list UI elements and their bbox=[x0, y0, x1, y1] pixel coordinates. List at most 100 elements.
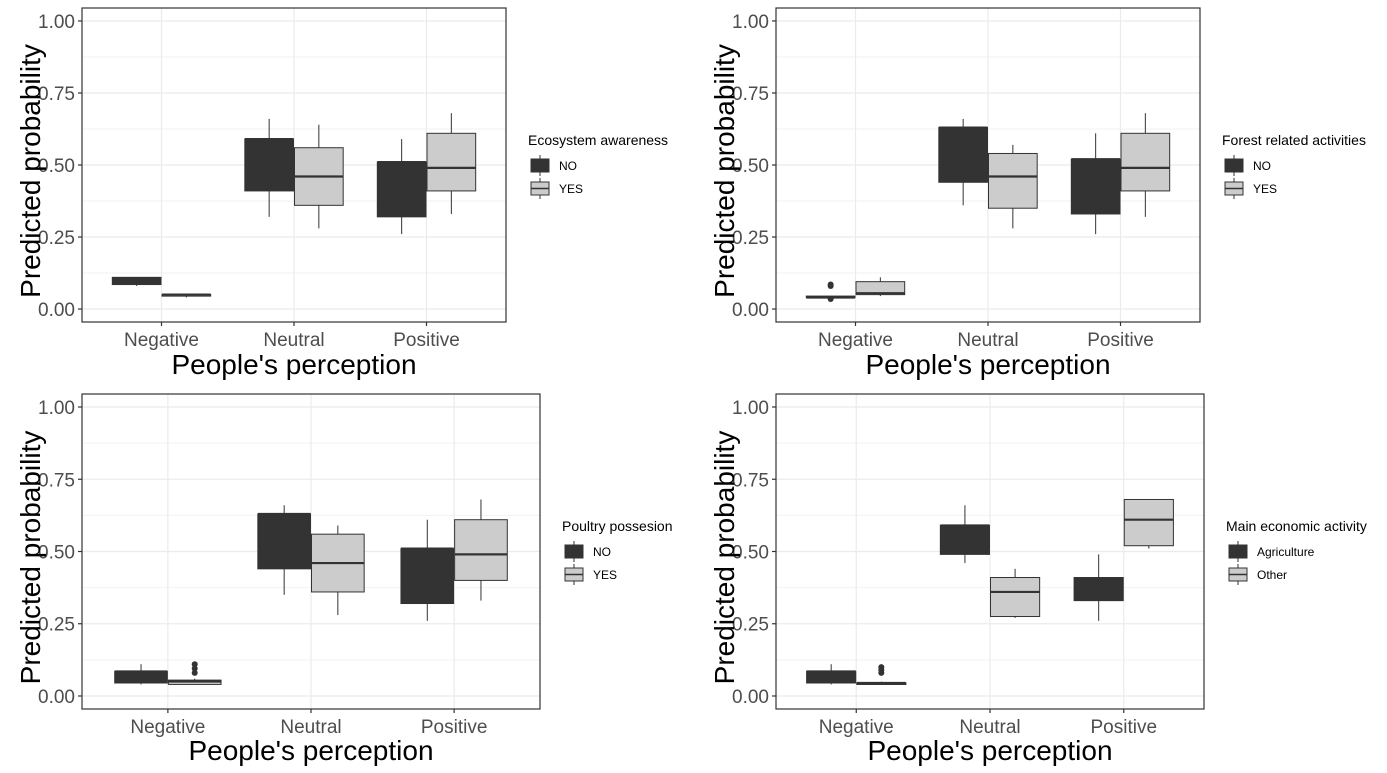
legend-title: Forest related activities bbox=[1222, 132, 1366, 148]
legend-label: YES bbox=[1253, 182, 1277, 196]
y-tick-label: 0.75 bbox=[732, 470, 769, 491]
box-neutral bbox=[988, 144, 1038, 229]
series-no bbox=[805, 118, 1121, 302]
x-axis: Negative Neutral Positive bbox=[130, 709, 487, 738]
x-axis: Negative Neutral Positive bbox=[818, 322, 1154, 351]
outlier-point bbox=[191, 669, 198, 676]
outlier-point bbox=[827, 295, 834, 302]
x-axis: Negative Neutral Positive bbox=[124, 322, 460, 351]
x-tick-label: Neutral bbox=[280, 717, 341, 738]
box-body bbox=[1073, 577, 1124, 602]
series-yes bbox=[161, 113, 477, 298]
panel-1: 0.00 0.25 0.50 0.75 1.00 Negative Neutral Posit… bbox=[15, 7, 668, 380]
legend-label: NO bbox=[1253, 159, 1271, 173]
y-tick-label: 1.00 bbox=[38, 398, 75, 419]
box-negative bbox=[806, 664, 857, 685]
panel-3: 0.00 0.25 0.50 0.75 1.00 Negative Neutral Posit… bbox=[15, 393, 673, 766]
legend-label: YES bbox=[559, 182, 583, 196]
x-tick-label: Negative bbox=[124, 330, 199, 351]
y-tick-label: 1.00 bbox=[732, 398, 769, 419]
box-positive bbox=[376, 139, 427, 235]
y-tick-label: 0.75 bbox=[38, 84, 75, 105]
y-tick-label: 0.00 bbox=[732, 687, 769, 708]
y-tick-label: 1.00 bbox=[38, 12, 75, 33]
y-tick-label: 0.75 bbox=[732, 84, 769, 105]
x-tick-label: Positive bbox=[393, 330, 460, 351]
panel-4: 0.00 0.25 0.50 0.75 1.00 Negative Neutral Posit… bbox=[709, 393, 1367, 766]
outlier-point bbox=[827, 281, 834, 288]
box-body bbox=[1120, 132, 1171, 192]
box-neutral bbox=[311, 525, 365, 616]
box-body bbox=[938, 127, 988, 183]
y-tick-label: 0.25 bbox=[732, 615, 769, 636]
box-negative bbox=[114, 664, 168, 685]
box-negative bbox=[111, 276, 162, 286]
y-axis: 0.00 0.25 0.50 0.75 1.00 bbox=[38, 12, 82, 321]
legend-title: Poultry possesion bbox=[562, 518, 673, 534]
box-body bbox=[1070, 158, 1121, 215]
box-positive bbox=[1123, 498, 1174, 549]
y-tick-label: 0.50 bbox=[732, 156, 769, 177]
outlier-point bbox=[191, 661, 198, 668]
x-axis: Negative Neutral Positive bbox=[819, 709, 1157, 738]
legend-label: NO bbox=[559, 159, 577, 173]
box-negative bbox=[805, 281, 856, 302]
box-body bbox=[1123, 498, 1174, 547]
y-axis-title: Predicted probability bbox=[709, 44, 740, 298]
box-body bbox=[454, 519, 508, 581]
box-neutral bbox=[938, 118, 988, 206]
y-tick-label: 0.00 bbox=[38, 300, 75, 321]
y-tick-label: 0.00 bbox=[38, 687, 75, 708]
y-tick-label: 0.00 bbox=[732, 300, 769, 321]
box-neutral bbox=[244, 118, 294, 217]
outlier-point bbox=[878, 664, 885, 671]
box-positive bbox=[1070, 133, 1121, 235]
box-positive bbox=[426, 113, 477, 214]
box-negative bbox=[161, 293, 212, 298]
box-positive bbox=[400, 519, 455, 621]
box-negative bbox=[855, 277, 906, 297]
box-neutral bbox=[257, 505, 311, 595]
y-axis-title: Predicted probability bbox=[15, 431, 46, 685]
box-neutral bbox=[294, 124, 344, 229]
box-positive bbox=[1073, 554, 1124, 621]
legend: Ecosystem awareness NO YES bbox=[528, 132, 668, 199]
legend: Poultry possesion NO YES bbox=[562, 518, 673, 585]
series-no bbox=[111, 118, 427, 286]
box-body bbox=[257, 513, 311, 570]
box-body bbox=[400, 548, 455, 605]
x-tick-label: Neutral bbox=[957, 330, 1018, 351]
legend: Forest related activities NO YES bbox=[1222, 132, 1366, 199]
y-tick-label: 0.50 bbox=[38, 156, 75, 177]
y-axis-title: Predicted probability bbox=[709, 431, 740, 685]
x-tick-label: Negative bbox=[818, 330, 893, 351]
series-yes bbox=[855, 113, 1171, 297]
box-body bbox=[376, 161, 427, 218]
y-tick-label: 0.50 bbox=[38, 543, 75, 564]
series-agriculture bbox=[806, 505, 1124, 685]
gridlines bbox=[82, 394, 540, 709]
x-tick-label: Positive bbox=[1087, 330, 1154, 351]
x-tick-label: Neutral bbox=[959, 717, 1020, 738]
y-tick-label: 0.25 bbox=[38, 228, 75, 249]
series-no bbox=[114, 505, 455, 685]
legend-label: YES bbox=[593, 568, 617, 582]
box-negative bbox=[167, 661, 222, 685]
x-axis-title: People's perception bbox=[171, 349, 416, 380]
x-tick-label: Negative bbox=[130, 717, 205, 738]
x-tick-label: Neutral bbox=[263, 330, 324, 351]
x-axis-title: People's perception bbox=[867, 735, 1112, 766]
box-body bbox=[988, 152, 1038, 209]
y-tick-label: 0.25 bbox=[38, 615, 75, 636]
y-axis: 0.00 0.25 0.50 0.75 1.00 bbox=[732, 12, 776, 321]
box-body bbox=[939, 524, 990, 555]
legend-label: Agriculture bbox=[1257, 545, 1315, 559]
x-tick-label: Positive bbox=[1090, 717, 1157, 738]
x-tick-label: Positive bbox=[421, 717, 488, 738]
y-axis-title: Predicted probability bbox=[15, 44, 46, 298]
y-axis: 0.00 0.25 0.50 0.75 1.00 bbox=[732, 398, 776, 708]
box-body bbox=[855, 281, 906, 296]
box-body bbox=[990, 577, 1041, 618]
box-positive bbox=[454, 499, 508, 601]
